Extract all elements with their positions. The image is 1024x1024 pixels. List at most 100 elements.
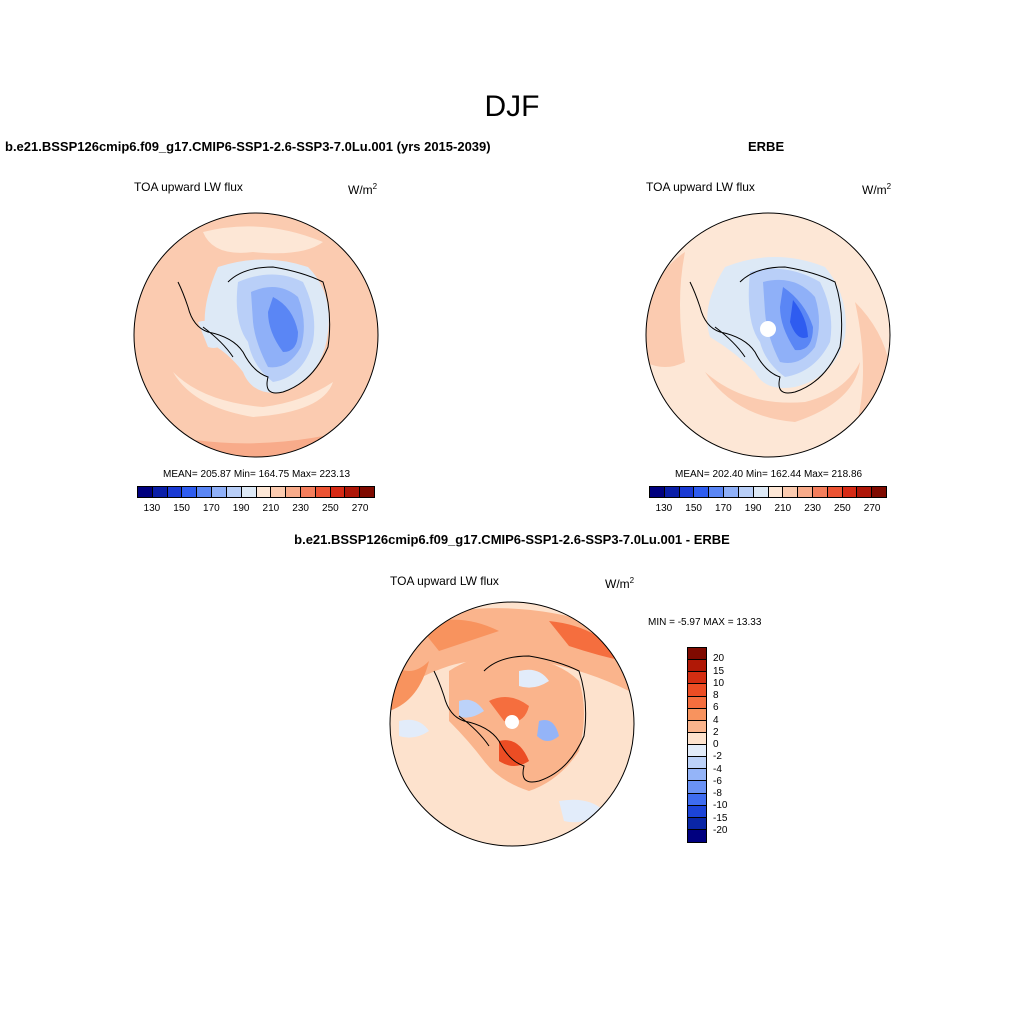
colorbar-tick-label: 10 [713,677,725,689]
colorbar-tick-label: 250 [322,503,339,514]
panel-obs-units: W/m2 [862,182,892,197]
colorbar-swatch [688,672,706,685]
panel-model-stats: MEAN= 205.87 Min= 164.75 Max= 223.13 [163,469,351,480]
colorbar-swatch [738,487,754,497]
colorbar-swatch [688,757,706,770]
colorbar-swatch [650,487,665,497]
colorbar-tick-label: 6 [713,702,719,714]
colorbar-swatch [330,487,346,497]
colorbar-swatch [688,684,706,697]
colorbar-tick-label: 150 [173,503,190,514]
antarctica-coastline [689,266,843,394]
colorbar-tick-label: -6 [713,775,722,787]
colorbar-swatch [688,805,706,818]
colorbar-swatch [688,793,706,806]
colorbar-swatch [138,487,153,497]
colorbar-swatch [688,720,706,733]
colorbar-tick-label: 130 [655,503,673,514]
colorbar-swatch [688,732,706,745]
colorbar-swatch [286,487,301,497]
colorbar-tick-label: 4 [713,714,719,726]
figure-title: DJF [484,90,540,123]
colorbar-swatch [688,696,706,709]
colorbar-tick-label: -8 [713,788,722,799]
colorbar-swatch [688,708,706,721]
colorbar-tick-label: 15 [713,665,725,677]
colorbar-tick-label: -20 [713,824,728,836]
colorbar-swatch [857,487,873,497]
colorbar-swatch [300,487,316,497]
colorbar-swatch [688,769,706,782]
panel-obs-colorbar-ticks: 130 150 170 190 210 230 250 270 [649,503,887,515]
colorbar-swatch [783,487,799,497]
panel-diff-map [389,601,635,847]
colorbar-swatch [241,487,257,497]
colorbar-tick-label: 210 [774,503,792,514]
antarctica-coastline [433,655,587,783]
panel-obs-colorbar [649,486,887,498]
colorbar-tick-label: 2 [713,726,719,738]
colorbar-tick-label: 210 [262,503,280,514]
colorbar-swatch [812,487,828,497]
panel-diff-title: b.e21.BSSP126cmip6.f09_g17.CMIP6-SSP1-2.… [294,532,730,547]
colorbar-tick-label: -4 [713,763,722,775]
colorbar-swatch [724,487,739,497]
colorbar-tick-label: 0 [713,739,719,750]
colorbar-swatch [688,781,706,794]
colorbar-tick-label: 230 [804,503,821,514]
colorbar-swatch [182,487,198,497]
colorbar-swatch [694,487,710,497]
colorbar-tick-label: 190 [232,503,250,514]
panel-diff-units: W/m2 [605,576,635,591]
colorbar-tick-label: 8 [713,690,719,701]
colorbar-swatch [664,487,680,497]
colorbar-tick-label: 250 [834,503,851,514]
colorbar-swatch [226,487,242,497]
colorbar-tick-label: -10 [713,800,728,812]
panel-model-title: b.e21.BSSP126cmip6.f09_g17.CMIP6-SSP1-2.… [5,139,491,154]
colorbar-swatch [679,487,695,497]
panel-obs-title: ERBE [748,139,785,154]
colorbar-tick-label: 150 [685,503,702,514]
colorbar-swatch [345,487,361,497]
panel-obs-map [645,212,891,458]
panel-diff-stats: MIN = -5.97 MAX = 13.33 [648,617,762,628]
colorbar-swatch [842,487,858,497]
colorbar-tick-label: 20 [713,653,725,665]
missing-data-pole [760,321,776,337]
panel-model-subtitle: TOA upward LW flux [134,180,243,194]
panel-obs-subtitle: TOA upward LW flux [646,180,755,194]
panel-diff-colorbar [687,647,707,843]
colorbar-swatch [197,487,213,497]
colorbar-swatch [167,487,183,497]
colorbar-tick-label: 270 [351,503,369,514]
colorbar-swatch [360,487,374,497]
panel-obs-stats: MEAN= 202.40 Min= 162.44 Max= 218.86 [675,469,863,480]
colorbar-swatch [688,648,706,661]
panel-diff-subtitle: TOA upward LW flux [390,574,499,588]
colorbar-swatch [688,745,706,758]
panel-model-map [133,212,379,458]
missing-data-pole [505,715,519,729]
colorbar-swatch [271,487,287,497]
colorbar-tick-label: -2 [713,751,722,763]
colorbar-swatch [688,660,706,673]
colorbar-swatch [753,487,769,497]
antarctica-coastline [177,266,331,394]
colorbar-tick-label: 170 [715,503,732,514]
colorbar-tick-label: 170 [203,503,220,514]
colorbar-tick-label: 230 [292,503,309,514]
panel-model-units: W/m2 [348,182,378,197]
colorbar-swatch [872,487,886,497]
colorbar-tick-label: 270 [863,503,881,514]
colorbar-tick-label: 130 [143,503,161,514]
colorbar-swatch [152,487,168,497]
colorbar-swatch [827,487,843,497]
colorbar-swatch [798,487,813,497]
colorbar-tick-label: -15 [713,812,728,824]
colorbar-swatch [315,487,331,497]
panel-model-colorbar-ticks: 130 150 170 190 210 230 250 270 [137,503,375,515]
colorbar-tick-label: 190 [744,503,762,514]
colorbar-swatch [768,487,784,497]
colorbar-swatch [709,487,725,497]
